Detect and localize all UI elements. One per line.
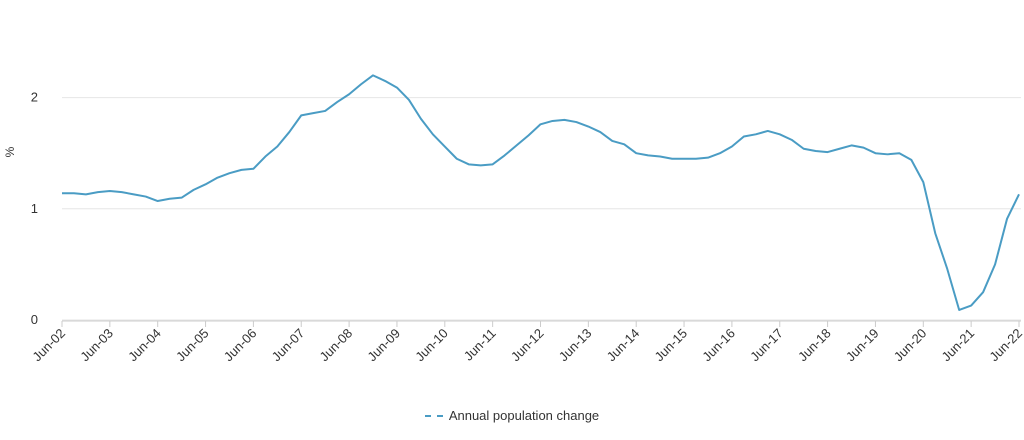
x-tick-label: Jun-03	[77, 326, 116, 365]
x-tick-label: Jun-15	[651, 326, 690, 365]
series-layer	[62, 74, 1020, 311]
y-tick-label: 2	[31, 90, 38, 105]
x-tick-label: Jun-22	[986, 326, 1024, 365]
x-tick-label: Jun-04	[125, 326, 164, 365]
x-tick-label: Jun-13	[556, 326, 595, 365]
legend[interactable]: Annual population change	[0, 408, 1024, 423]
x-tick-label: Jun-19	[843, 326, 882, 365]
x-axis: Jun-02 Jun-03 Jun-04 Jun-05 Jun-06 Jun-07 Jun-…	[29, 321, 1024, 364]
grid	[62, 97, 1021, 322]
x-tick-label: Jun-11	[461, 326, 499, 364]
x-tick-label: Jun-14	[604, 326, 643, 365]
x-tick-label: Jun-20	[891, 326, 930, 365]
y-axis-title: %	[3, 146, 17, 157]
x-tick-label: Jun-09	[364, 326, 403, 365]
y-tick-label: 1	[31, 201, 38, 216]
x-tick-label: Jun-17	[747, 326, 786, 365]
legend-label: Annual population change	[448, 408, 600, 423]
y-axis: 0 1 2	[31, 90, 38, 327]
x-tick-label: Jun-18	[795, 326, 834, 365]
x-tick-label: Jun-05	[173, 326, 212, 365]
x-tick-label: Jun-10	[412, 326, 451, 365]
x-tick-label: Jun-08	[317, 326, 356, 365]
y-tick-label: 0	[31, 312, 38, 327]
series-line[interactable]	[62, 74, 1020, 311]
x-tick-label: Jun-21	[939, 326, 978, 365]
x-tick-label: Jun-16	[699, 326, 738, 365]
x-tick-label: Jun-12	[508, 326, 547, 365]
x-tick-label: Jun-06	[221, 326, 260, 365]
legend-swatch	[424, 414, 443, 417]
x-tick-label: Jun-07	[269, 326, 308, 365]
x-tick-label: Jun-02	[29, 326, 68, 365]
